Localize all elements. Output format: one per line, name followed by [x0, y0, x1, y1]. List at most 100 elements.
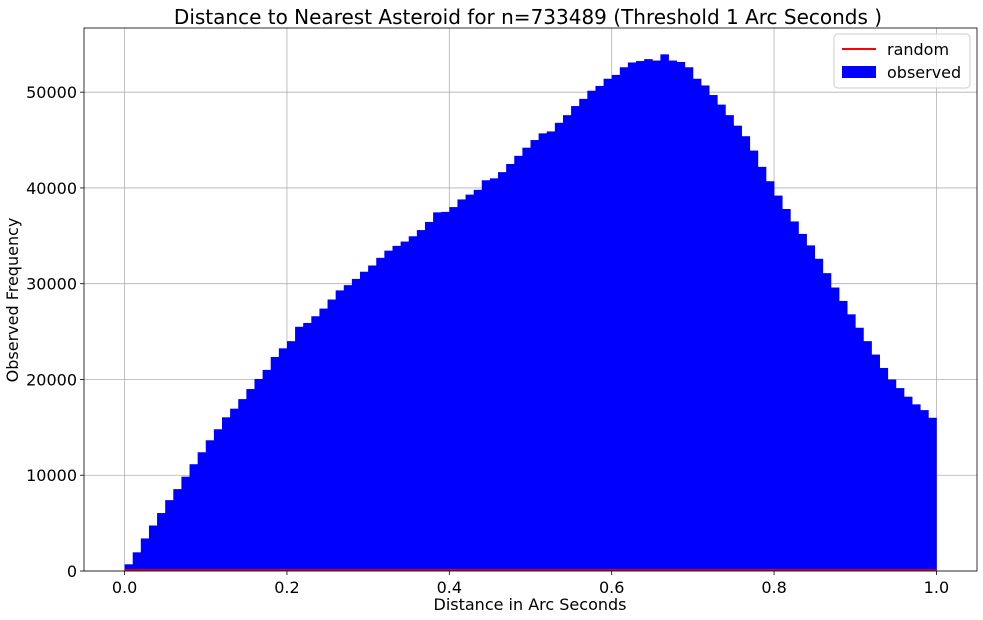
histogram-bar: [392, 245, 402, 572]
histogram-bar: [230, 408, 239, 571]
x-tick-label: 1.0: [924, 578, 949, 597]
histogram-bar: [554, 122, 564, 572]
observed-bars: [124, 54, 937, 572]
histogram-bar: [595, 85, 604, 572]
histogram-bar: [262, 369, 272, 571]
histogram-bar: [822, 273, 832, 571]
histogram-bar: [360, 271, 369, 571]
histogram-bar: [757, 166, 767, 571]
histogram-bar: [684, 67, 694, 571]
histogram-bar: [311, 316, 320, 571]
histogram-bar: [717, 104, 726, 571]
histogram-bar: [124, 564, 134, 571]
histogram-bar: [254, 378, 263, 571]
histogram-bar: [319, 308, 328, 571]
histogram-bar: [408, 236, 418, 572]
y-axis-label: Observed Frequency: [3, 218, 22, 383]
histogram-bar: [798, 233, 807, 571]
histogram-bar: [197, 452, 207, 571]
histogram-bar: [838, 300, 848, 571]
histogram-bar: [790, 221, 799, 571]
histogram-bar: [514, 155, 523, 571]
histogram-bar: [481, 180, 491, 571]
histogram-bar: [676, 61, 686, 572]
histogram-bar: [295, 326, 304, 571]
histogram-bar: [376, 257, 385, 571]
histogram-bar: [749, 150, 759, 571]
histogram-bar: [148, 525, 158, 571]
x-tick-label: 0.6: [599, 578, 624, 597]
histogram-bar: [903, 396, 913, 571]
histogram-bar: [278, 348, 288, 571]
histogram-bar: [538, 133, 548, 571]
x-axis-label: Distance in Arc Seconds: [434, 595, 627, 614]
histogram-bar: [562, 115, 572, 572]
histogram-bar: [733, 125, 742, 571]
histogram-bar: [506, 163, 515, 571]
histogram-bar: [806, 245, 816, 571]
histogram-bar: [465, 194, 475, 571]
histogram-bar: [871, 354, 880, 571]
histogram-bar: [627, 62, 637, 571]
chart-title: Distance to Nearest Asteroid for n=73348…: [174, 5, 882, 29]
histogram-bar: [189, 464, 199, 571]
histogram-bar: [855, 327, 864, 571]
y-axis-ticks: 0 10000 20000 30000 40000 50000: [26, 83, 84, 581]
histogram-bar: [165, 500, 174, 571]
histogram-bar: [424, 221, 434, 571]
histogram-bar: [327, 299, 337, 571]
histogram-bar: [530, 140, 540, 572]
histogram-bar: [928, 417, 937, 571]
histogram-bar: [416, 230, 426, 571]
histogram-bar: [270, 356, 280, 571]
x-tick-label: 0.8: [761, 578, 786, 597]
histogram-bar: [619, 67, 629, 571]
legend: random observed: [833, 33, 971, 89]
histogram-bar: [246, 389, 255, 571]
histogram-bar: [587, 90, 596, 572]
histogram-bar: [546, 131, 556, 571]
histogram-bar: [636, 61, 645, 572]
histogram-bar: [920, 410, 929, 571]
histogram-bar: [222, 417, 231, 571]
plot-frame: [83, 27, 978, 572]
histogram-bar: [140, 538, 150, 571]
histogram-bar: [351, 278, 361, 571]
histogram-bar: [895, 388, 905, 571]
histogram-bar: [774, 195, 783, 571]
histogram-bar: [887, 379, 897, 571]
histogram-bar: [449, 207, 458, 571]
x-tick-label: 0.4: [437, 578, 462, 597]
histogram-bar: [611, 74, 621, 571]
histogram-bar: [741, 136, 751, 572]
y-tick-label: 10000: [26, 466, 77, 485]
histogram-bar: [644, 59, 653, 572]
histogram-bar: [303, 322, 312, 571]
histogram-bar: [709, 95, 718, 571]
histogram-bar: [668, 60, 678, 571]
histogram-bar: [579, 98, 588, 571]
histogram-bar: [157, 513, 166, 571]
histogram-bar: [205, 440, 215, 571]
histogram-bar: [830, 287, 840, 571]
x-tick-label: 0.0: [112, 578, 137, 597]
histogram-bar: [765, 181, 775, 571]
histogram-bar: [498, 172, 507, 571]
y-tick-label: 20000: [26, 370, 77, 389]
histogram-bar: [912, 404, 921, 571]
histogram-bar: [286, 341, 296, 571]
histogram-bar: [238, 399, 247, 571]
histogram-bar: [457, 199, 466, 571]
legend-observed-label: observed: [887, 63, 961, 82]
histogram-bar: [368, 265, 377, 571]
y-tick-label: 40000: [26, 179, 77, 198]
histogram-bar: [489, 178, 499, 571]
histogram-bar: [181, 476, 190, 571]
histogram-bar: [571, 106, 580, 571]
histogram-bar: [660, 54, 669, 571]
histogram-bar: [522, 147, 531, 572]
histogram-bar: [879, 367, 889, 571]
legend-random-label: random: [887, 40, 949, 59]
histogram-bar: [700, 85, 710, 571]
